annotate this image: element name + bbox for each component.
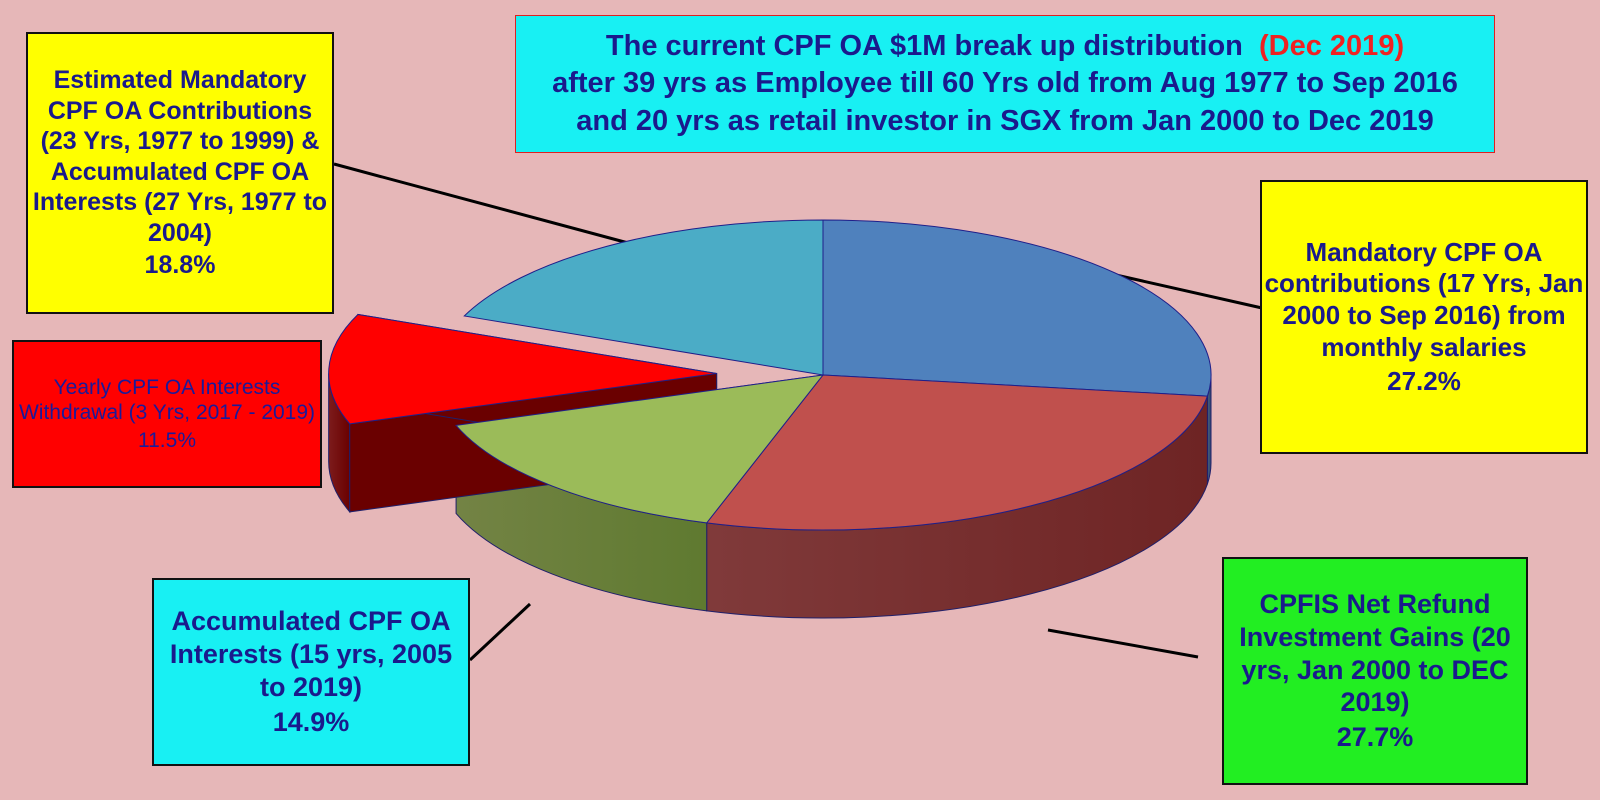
label-mandatory-pct: 27.2% — [1387, 365, 1461, 396]
leader-estimated — [333, 162, 633, 246]
label-estimated: Estimated Mandatory CPF OA Contributions… — [26, 32, 334, 314]
label-yearly-text: Yearly CPF OA Interests Withdrawal (3 Yr… — [18, 375, 316, 425]
label-accumulated-text: Accumulated CPF OA Interests (15 yrs, 20… — [169, 606, 453, 702]
leader-accumulated — [468, 602, 532, 662]
label-yearly-pct: 11.5% — [138, 428, 196, 452]
slice-4-top — [328, 313, 717, 425]
title-line-1: The current CPF OA $1M break up distribu… — [606, 28, 1404, 65]
pie-tops — [328, 219, 1212, 531]
label-estimated-pct: 18.8% — [144, 251, 216, 280]
label-estimated-text: Estimated Mandatory CPF OA Contributions… — [32, 66, 328, 247]
label-mandatory-text: Mandatory CPF OA contributions (17 Yrs, … — [1264, 236, 1584, 362]
label-cpfis-text: CPFIS Net Refund Investment Gains (20 yr… — [1239, 588, 1511, 718]
label-accumulated: Accumulated CPF OA Interests (15 yrs, 20… — [152, 578, 470, 766]
title-date-highlight: (Dec 2019) — [1259, 30, 1405, 63]
label-accumulated-pct: 14.9% — [272, 706, 350, 737]
label-cpfis: CPFIS Net Refund Investment Gains (20 yr… — [1222, 557, 1528, 785]
slice-3-top — [455, 374, 825, 524]
chart-title: The current CPF OA $1M break up distribu… — [515, 15, 1495, 153]
title-line-1-text: The current CPF OA $1M break up distribu… — [605, 30, 1243, 63]
leader-cpfis — [1047, 628, 1199, 659]
slice-1-top — [822, 219, 1212, 397]
slice-5-top — [463, 219, 824, 376]
label-cpfis-pct: 27.7% — [1336, 722, 1414, 753]
label-yearly: Yearly CPF OA Interests Withdrawal (3 Yr… — [12, 340, 322, 488]
title-line-2: after 39 yrs as Employee till 60 Yrs old… — [552, 67, 1458, 100]
title-line-3: and 20 yrs as retail investor in SGX fro… — [576, 104, 1434, 137]
slice-2-top — [705, 374, 1209, 531]
label-mandatory: Mandatory CPF OA contributions (17 Yrs, … — [1260, 180, 1588, 454]
